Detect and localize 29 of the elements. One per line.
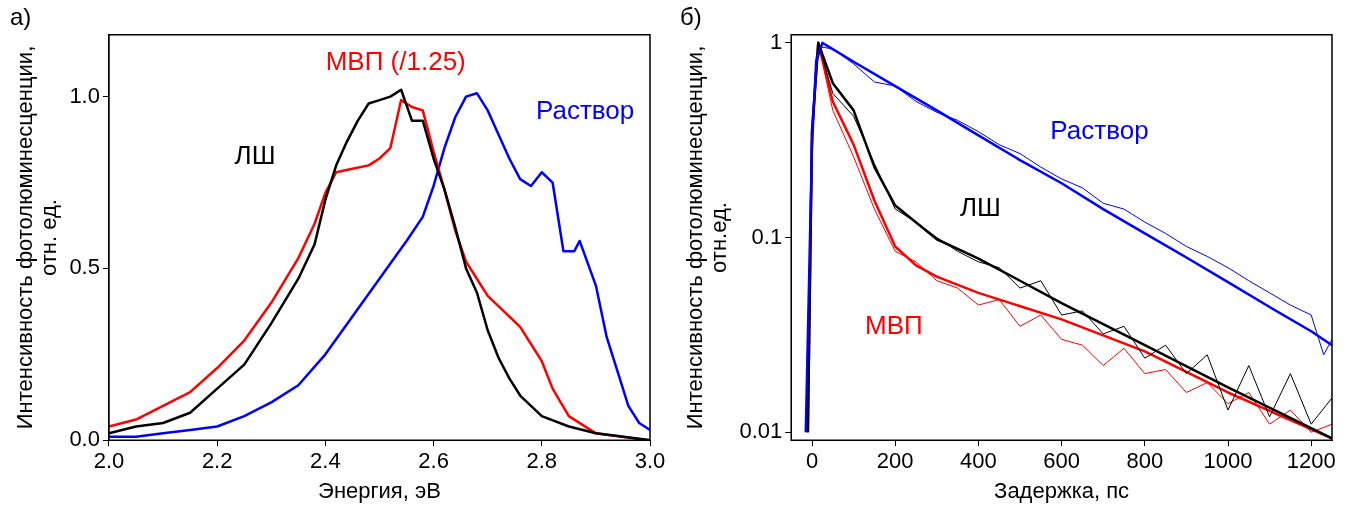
x-tick-label: 0 <box>805 448 819 474</box>
y-axis-title: Интенсивность фотолюминесценции, отн. ед. <box>12 45 62 430</box>
x-tick-label: 1200 <box>1286 448 1336 474</box>
y-tick-label: 1.0 <box>69 82 100 108</box>
series-label: ЛШ <box>960 192 1001 223</box>
y-tick-label: 0.01 <box>739 418 783 444</box>
x-tick-label: 2.8 <box>526 448 558 474</box>
x-axis-title: Задержка, пс <box>994 477 1130 503</box>
x-tick-label: 200 <box>876 448 914 474</box>
chart-title: а) <box>10 3 32 31</box>
y-axis-title: Интенсивность фотолюминесценции, отн.ед. <box>682 45 732 430</box>
series-label: Раствор <box>535 95 635 125</box>
x-tick-label: 2.6 <box>418 448 449 474</box>
y-tick-label: 0.1 <box>751 223 783 249</box>
chart-title: б) <box>680 3 702 31</box>
x-tick-label: 2.4 <box>310 448 341 474</box>
y-tick-label: 1 <box>769 28 783 54</box>
x-tick-label: 1000 <box>1203 448 1253 474</box>
x-tick-label: 2.2 <box>201 448 233 474</box>
series-label: МВП (/1.25) <box>325 46 466 77</box>
x-tick-label: 600 <box>1043 448 1080 474</box>
series-label: МВП <box>865 309 923 340</box>
x-axis-title: Энергия, эВ <box>318 477 441 503</box>
x-tick-label: 400 <box>960 448 997 474</box>
series-label: Раствор <box>1050 115 1149 146</box>
x-tick-label: 3.0 <box>634 448 666 474</box>
text: ЛШ <box>234 139 276 170</box>
y-tick-label: 0.5 <box>69 254 100 280</box>
x-tick-label: 800 <box>1126 448 1164 474</box>
